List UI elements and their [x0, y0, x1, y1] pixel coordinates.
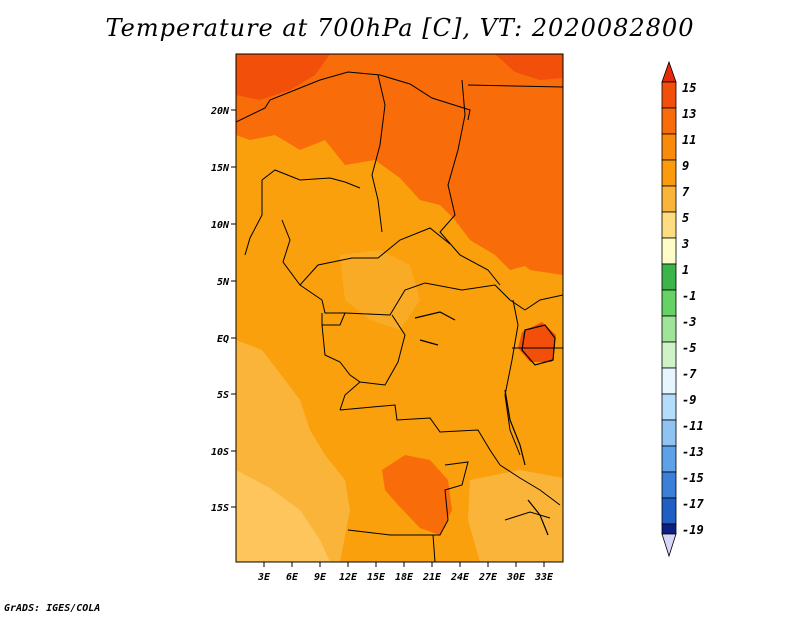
colorbar-label: 13: [682, 107, 696, 121]
lon-label: 15E: [367, 572, 386, 583]
colorbar-label: -15: [682, 471, 704, 485]
temperature-field: [236, 54, 563, 562]
colorbar-swatch: [661, 159, 677, 187]
field-hot-northeast: [495, 54, 563, 80]
colorbar-label: -5: [682, 341, 696, 355]
colorbar-label: 7: [682, 185, 690, 199]
colorbar-label: 3: [681, 237, 689, 251]
colorbar-label: 1: [682, 263, 689, 277]
map-frame: [235, 53, 564, 563]
colorbar-top-triangle: [661, 60, 677, 83]
lat-label: 15N: [211, 163, 230, 174]
lon-label: 6E: [286, 572, 299, 583]
lat-label: 10S: [211, 447, 229, 458]
colorbar-label: 9: [682, 159, 689, 173]
colorbar-labels: 15 13 11 9 7 5 3 1 -1 -3 -5 -7 -9 -11 -1…: [681, 81, 704, 537]
colorbar-swatch: [661, 237, 677, 265]
colorbar-swatch: [661, 341, 677, 369]
lat-ticks: [231, 109, 236, 508]
colorbar-label: -7: [682, 367, 697, 381]
lake-outlines: [414, 311, 556, 536]
colorbar-swatch: [661, 419, 677, 447]
colorbar-label: -13: [682, 445, 704, 459]
field-pale-southwest: [236, 470, 330, 562]
lon-label: 9E: [314, 572, 327, 583]
lat-label: 10N: [211, 220, 230, 231]
colorbar-swatch: [661, 263, 677, 291]
lat-label: 20N: [210, 106, 230, 117]
field-cool-southeast: [468, 470, 563, 562]
grads-credit: GrADS: IGES/COLA: [4, 603, 101, 614]
colorbar-label: -17: [682, 497, 704, 511]
colorbar-swatch: [661, 315, 677, 343]
lake-tanganyika-outline: [504, 389, 526, 466]
lat-label: 5N: [217, 277, 230, 288]
colorbar-label: -9: [682, 393, 696, 407]
field-warm-north: [236, 54, 563, 270]
colorbar-bottom-triangle: [661, 533, 677, 558]
lat-labels: 20N 15N 10N 5N EQ 5S 10S 15S: [210, 106, 230, 514]
colorbar-swatch: [661, 133, 677, 161]
colorbar-swatch: [661, 471, 677, 499]
lon-label: 30E: [506, 572, 526, 583]
lon-labels: 3E 6E 9E 12E 15E 18E 21E 24E 27E 30E 33E: [257, 572, 554, 583]
lake-victoria-outline: [521, 324, 556, 366]
field-warm-katanga: [382, 455, 452, 535]
lon-label: 18E: [395, 572, 414, 583]
lon-label: 3E: [257, 572, 271, 583]
lat-label: 5S: [217, 390, 229, 401]
country-borders: [236, 71, 563, 562]
field-warm-east: [500, 185, 563, 275]
field-hot-northwest: [236, 54, 330, 100]
map-title: Temperature at 700hPa [C], VT: 202008280…: [105, 14, 695, 42]
field-cool-center: [340, 250, 420, 330]
congo-river-outline: [414, 311, 456, 346]
lon-label: 27E: [478, 572, 498, 583]
lat-label: EQ: [217, 334, 229, 345]
colorbar-label: -19: [682, 523, 704, 537]
lon-label: 24E: [450, 572, 470, 583]
lon-label: 12E: [339, 572, 358, 583]
colorbar-label: 11: [682, 133, 696, 147]
lon-ticks: [263, 562, 545, 567]
field-hot-lake-victoria: [518, 322, 556, 362]
colorbar-swatch: [661, 523, 677, 535]
colorbar-swatch: [661, 367, 677, 395]
colorbar-swatch: [661, 185, 677, 213]
colorbar: [661, 60, 677, 558]
lon-label: 33E: [534, 572, 554, 583]
colorbar-swatch: [661, 393, 677, 421]
colorbar-label: -1: [682, 289, 696, 303]
colorbar-label: 5: [682, 211, 689, 225]
colorbar-label: -11: [682, 419, 704, 433]
lake-malawi-outline: [527, 499, 549, 536]
colorbar-label: -3: [682, 315, 696, 329]
colorbar-swatch: [661, 107, 677, 135]
colorbar-swatch: [661, 289, 677, 317]
colorbar-swatch: [661, 445, 677, 473]
colorbar-swatch: [661, 211, 677, 239]
colorbar-swatch: [661, 497, 677, 525]
lon-label: 21E: [422, 572, 442, 583]
colorbar-swatch: [661, 81, 677, 109]
lat-label: 15S: [211, 503, 229, 514]
colorbar-label: 15: [682, 81, 696, 95]
